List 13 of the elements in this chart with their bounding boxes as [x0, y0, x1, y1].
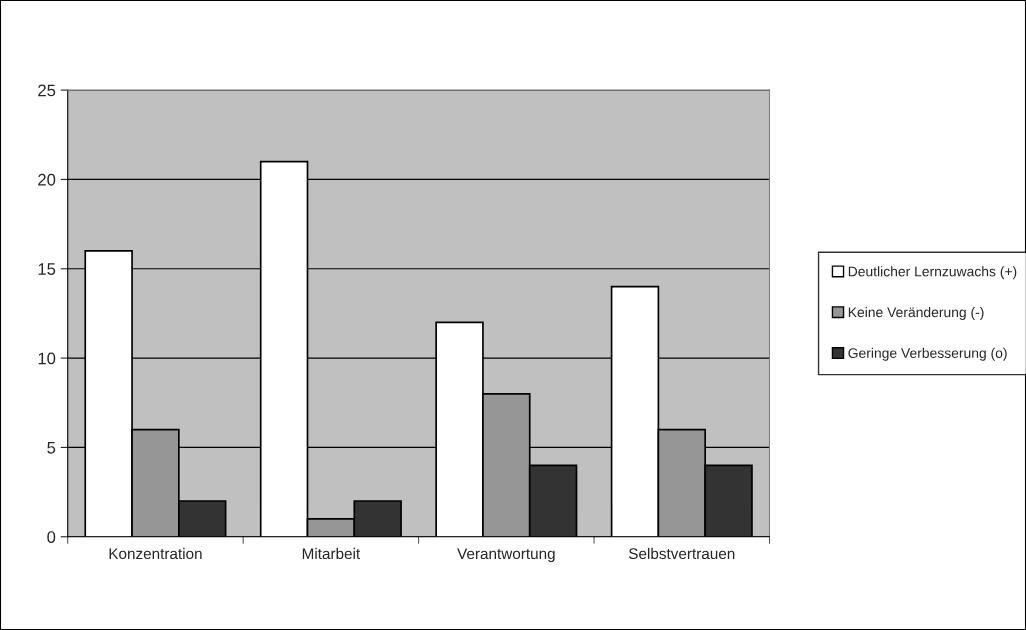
y-tick-label: 25	[38, 84, 56, 97]
y-tick-label: 0	[47, 531, 56, 543]
y-tick-label: 20	[38, 173, 56, 186]
x-tick-label: Selbstvertrauen	[628, 547, 735, 560]
x-tick-label: Konzentration	[109, 547, 202, 560]
legend-label: Keine Veränderung (-)	[848, 306, 984, 320]
y-tick-label: 10	[38, 352, 56, 365]
legend-label: Geringe Verbesserung (o)	[848, 347, 1007, 361]
x-tick-label: Verantwortung	[457, 548, 555, 563]
x-tick-label: Mitarbeit	[302, 547, 361, 560]
legend-label: Deutlicher Lernzuwachs (+)	[848, 266, 1017, 280]
y-tick-label: 15	[38, 263, 56, 275]
y-tick-label: 5	[47, 442, 56, 454]
